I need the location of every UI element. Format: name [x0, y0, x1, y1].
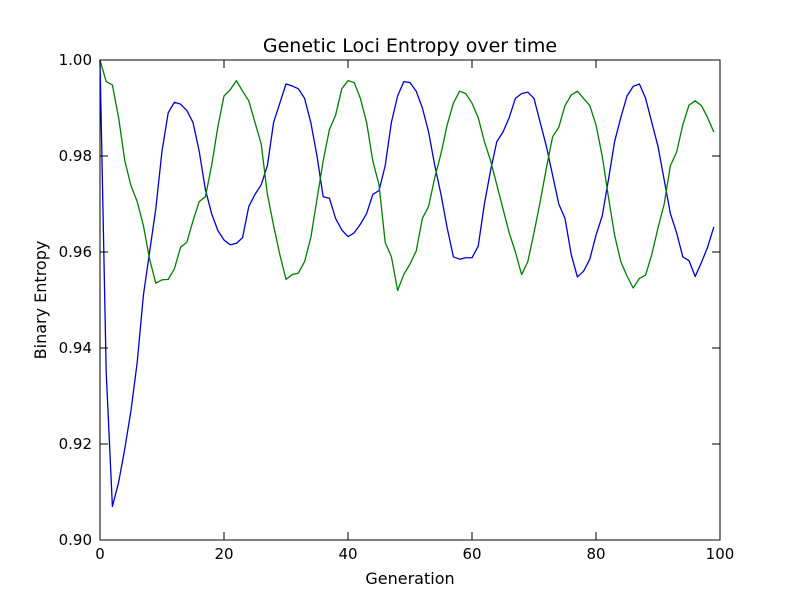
series-line-2	[99, 59, 715, 292]
tick-layer: 0 20 40 60 80 100 0.90 0.92 0.94 0.96 0.98 1.00	[59, 51, 735, 563]
y-tick-label: 0.92	[59, 435, 92, 453]
y-tick-label: 0.90	[59, 531, 92, 549]
series-line-1	[99, 59, 715, 508]
x-axis-label: Generation	[365, 569, 454, 588]
x-tick-label: 40	[338, 545, 357, 563]
x-tick-label: 0	[95, 545, 105, 563]
plot-area	[99, 59, 721, 541]
x-tick-label: 20	[214, 545, 233, 563]
y-tick-label: 0.94	[59, 339, 92, 357]
y-tick-label: 0.96	[59, 243, 92, 261]
x-tick-label: 80	[586, 545, 605, 563]
y-tick-label: 1.00	[59, 51, 92, 69]
x-tick-label: 60	[462, 545, 481, 563]
chart-title: Genetic Loci Entropy over time	[263, 35, 557, 57]
series-layer	[99, 59, 715, 508]
x-tick-label: 100	[706, 545, 735, 563]
y-tick-label: 0.98	[59, 147, 92, 165]
y-axis-label: Binary Entropy	[31, 241, 50, 360]
